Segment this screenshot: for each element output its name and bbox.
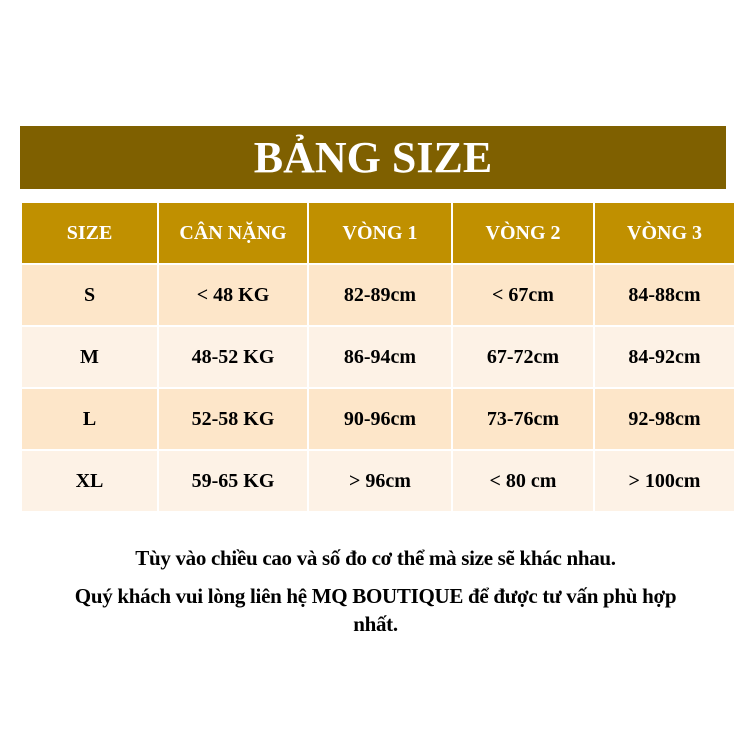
table-row: XL 59-65 KG > 96cm < 80 cm > 100cm [22,451,734,511]
table-cell: > 96cm [309,451,451,511]
table-cell: < 67cm [453,265,593,325]
header-bust: VÒNG 1 [309,203,451,263]
table-header-row: SIZE CÂN NẶNG VÒNG 1 VÒNG 2 VÒNG 3 [22,203,734,263]
table-cell: < 48 KG [159,265,307,325]
table-cell: S [22,265,157,325]
table-cell: 92-98cm [595,389,734,449]
table-row: M 48-52 KG 86-94cm 67-72cm 84-92cm [22,327,734,387]
header-weight: CÂN NẶNG [159,203,307,263]
table-cell: 82-89cm [309,265,451,325]
size-table: SIZE CÂN NẶNG VÒNG 1 VÒNG 2 VÒNG 3 S < 4… [20,201,736,513]
header-size: SIZE [22,203,157,263]
size-note: Tùy vào chiều cao và số đo cơ thể mà siz… [135,546,616,570]
table-cell: 86-94cm [309,327,451,387]
table-cell: < 80 cm [453,451,593,511]
table-cell: 84-88cm [595,265,734,325]
table-cell: 90-96cm [309,389,451,449]
table-row: S < 48 KG 82-89cm < 67cm 84-88cm [22,265,734,325]
table-cell: M [22,327,157,387]
page-title: BẢNG SIZE [20,126,726,189]
table-cell: L [22,389,157,449]
table-cell: XL [22,451,157,511]
contact-note: Quý khách vui lòng liên hệ MQ BOUTIQUE đ… [74,584,677,636]
table-row: L 52-58 KG 90-96cm 73-76cm 92-98cm [22,389,734,449]
table-cell: > 100cm [595,451,734,511]
table-cell: 52-58 KG [159,389,307,449]
header-hip: VÒNG 3 [595,203,734,263]
header-waist: VÒNG 2 [453,203,593,263]
table-cell: 59-65 KG [159,451,307,511]
table-cell: 73-76cm [453,389,593,449]
table-cell: 84-92cm [595,327,734,387]
table-cell: 48-52 KG [159,327,307,387]
table-cell: 67-72cm [453,327,593,387]
